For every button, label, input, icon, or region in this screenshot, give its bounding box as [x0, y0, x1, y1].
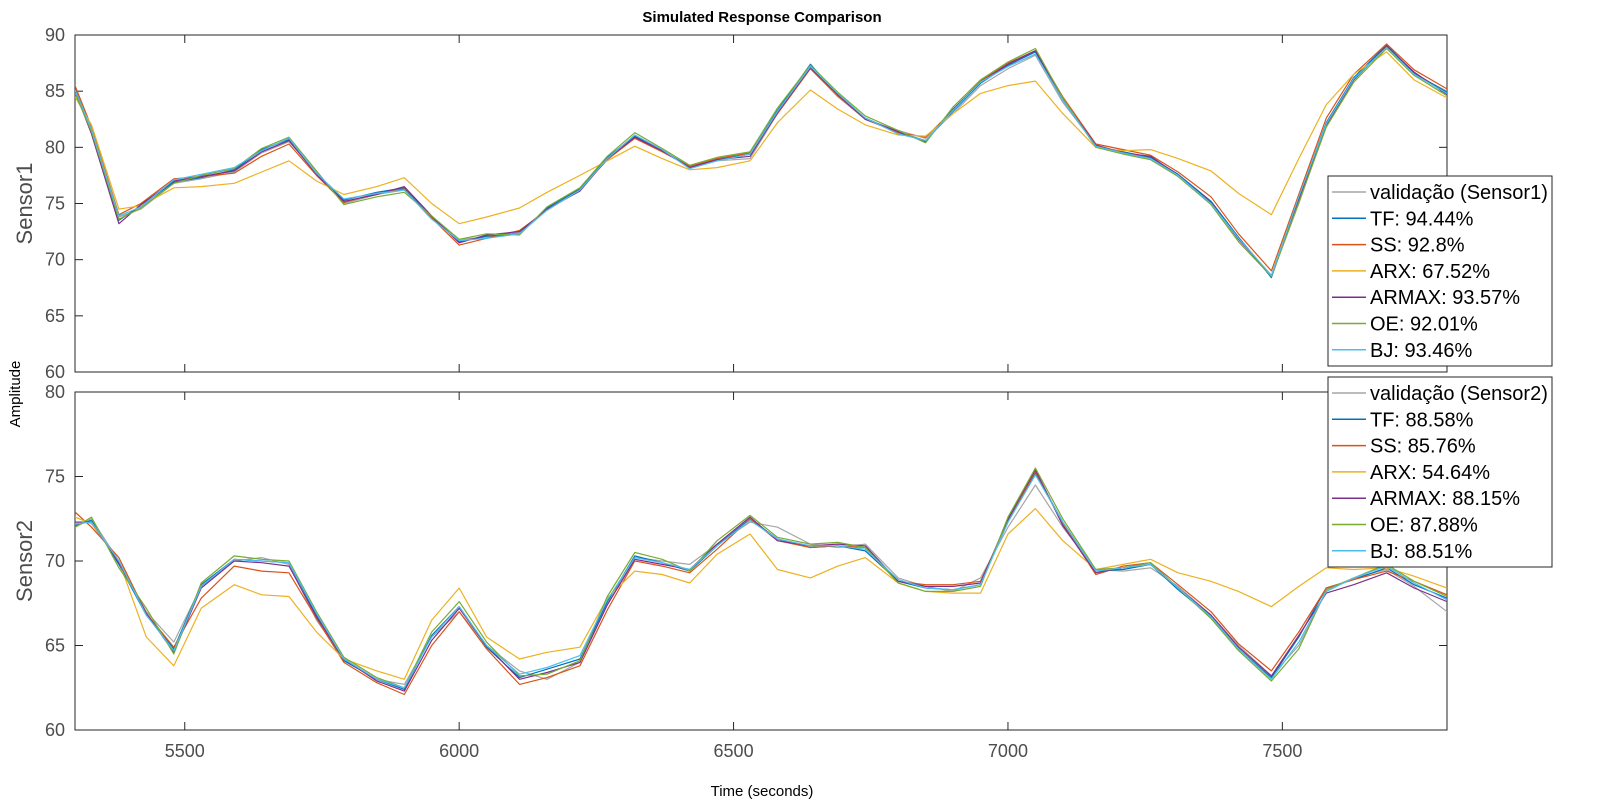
sensor2-series-line-3	[75, 508, 1447, 680]
sensor2-xtick-label: 7500	[1262, 741, 1302, 761]
sensor2-xtick-label: 7000	[988, 741, 1028, 761]
sensor1-legend-entry: BJ: 93.46%	[1370, 340, 1473, 362]
sensor1-legend-entry: validação (Sensor1)	[1370, 182, 1548, 204]
sensor2-series-line-4	[75, 469, 1447, 692]
sensor2-ytick-label: 60	[45, 720, 65, 740]
sensor1-ytick-label: 65	[45, 306, 65, 326]
sensor1-plot-area	[74, 34, 1448, 373]
sensor2-ytick-label: 70	[45, 551, 65, 571]
sensor1-series-line-4	[75, 45, 1447, 276]
sensor2-series-line-5	[75, 467, 1447, 689]
sensor2-plot-area	[74, 391, 1448, 731]
sensor1-axes: 60 65 70 75 80 85 90 Sensor1 validação (Sensor1)…	[12, 25, 1553, 382]
sensor1-series-line-6	[75, 46, 1447, 276]
sensor1-ytick-label: 85	[45, 81, 65, 101]
sensor2-axes: 5500 6000 6500 7000 7500 60 65 70 75 80 Sensor2 val…	[12, 376, 1553, 761]
sensor2-ytick-label: 65	[45, 636, 65, 656]
sensor2-legend-entry: OE: 87.88%	[1370, 515, 1478, 537]
sensor2-xtick-label: 6000	[439, 741, 479, 761]
figure-xlabel: Time (seconds)	[711, 783, 814, 800]
sensor1-ytick-label: 80	[45, 137, 65, 157]
sensor2-ylabel: Sensor2	[12, 520, 37, 602]
sensor2-xtick-label: 5500	[165, 741, 205, 761]
sensor2-ytick-label: 75	[45, 467, 65, 487]
sensor1-ytick-label: 60	[45, 362, 65, 382]
sensor2-legend-entry: ARX: 54.64%	[1370, 462, 1490, 484]
sensor1-series-line-5	[75, 47, 1447, 278]
figure-title: Simulated Response Comparison	[642, 9, 881, 26]
sensor1-ytick-label: 75	[45, 194, 65, 214]
sensor1-legend: validação (Sensor1) TF: 94.44% SS: 92.8% AR…	[1327, 175, 1553, 367]
sensor2-series-line-6	[75, 474, 1447, 689]
sensor2-series-group	[75, 467, 1447, 696]
sensor1-series-line-2	[75, 43, 1447, 272]
sensor2-xtick-label: 6500	[714, 741, 754, 761]
sensor2-legend-entry: validação (Sensor2)	[1370, 383, 1548, 405]
sensor2-legend-entry: ARMAX: 88.15%	[1370, 488, 1520, 510]
sensor1-legend-entry: TF: 94.44%	[1370, 208, 1474, 230]
sensor1-legend-entry: ARMAX: 93.57%	[1370, 287, 1520, 309]
sensor2-legend-entry: TF: 88.58%	[1370, 409, 1474, 431]
sensor1-series-group	[75, 43, 1447, 279]
sensor2-ytick-label: 80	[45, 382, 65, 402]
sensor1-series-line-3	[75, 51, 1447, 225]
sensor1-legend-entry: ARX: 67.52%	[1370, 261, 1490, 283]
sensor2-series-line-2	[75, 470, 1447, 696]
sensor1-ytick-label: 90	[45, 25, 65, 45]
sensor1-ylabel: Sensor1	[12, 163, 37, 245]
sensor1-ytick-label: 70	[45, 250, 65, 270]
sensor2-legend-entry: BJ: 88.51%	[1370, 541, 1473, 563]
sensor1-legend-entry: SS: 92.8%	[1370, 235, 1465, 257]
figure-ylabel: Amplitude	[7, 361, 24, 428]
sensor2-legend: validação (Sensor2) TF: 88.58% SS: 85.76% A…	[1327, 376, 1553, 568]
sensor1-legend-entry: OE: 92.01%	[1370, 314, 1478, 336]
sensor2-legend-entry: SS: 85.76%	[1370, 436, 1476, 458]
